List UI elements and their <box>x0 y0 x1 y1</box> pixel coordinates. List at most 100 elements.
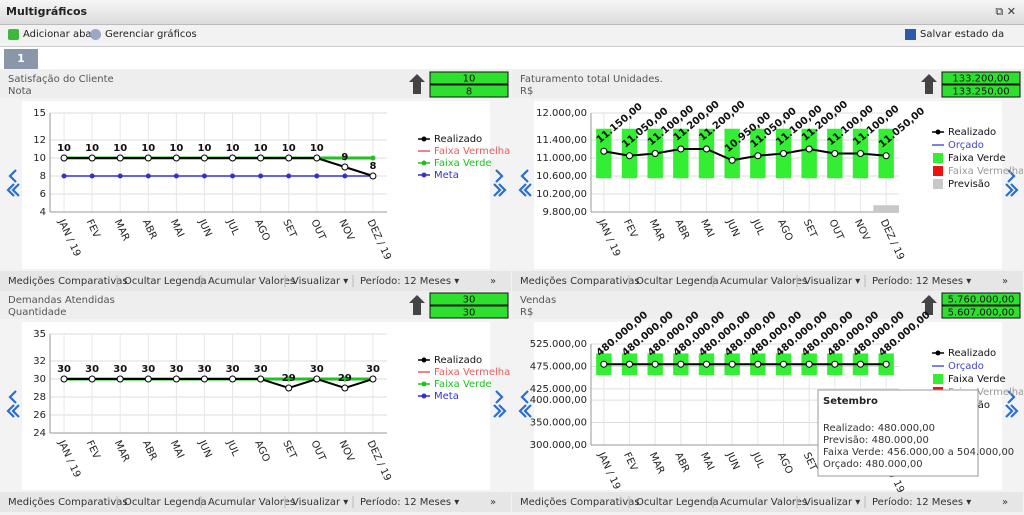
legend-label[interactable]: Orçado <box>948 140 984 151</box>
trend-arrow <box>409 295 425 315</box>
menu-item[interactable]: Medições Comparativas <box>520 497 640 508</box>
menu-item[interactable]: Ocultar Legenda <box>636 276 719 287</box>
legend-swatch <box>933 166 943 176</box>
series-point <box>342 376 348 382</box>
legend-label[interactable]: Faixa Verde <box>434 379 492 390</box>
add-tab-button[interactable]: Adicionar aba <box>23 29 92 40</box>
legend-label[interactable]: Faixa Verde <box>434 158 492 169</box>
indicator-value: 133.250,00 <box>952 87 1009 98</box>
legend-label[interactable]: Faixa Vermelha <box>948 387 1023 398</box>
data-label: 29 <box>338 373 352 384</box>
legend-label[interactable]: Realizado <box>434 355 482 366</box>
menu-item[interactable]: Acumular Valores <box>208 497 295 508</box>
menu-item[interactable]: Período: 12 Meses ▾ <box>360 496 459 508</box>
menu-item[interactable]: » <box>490 276 496 287</box>
point <box>600 360 608 368</box>
menu-item[interactable]: Visualizar ▾ <box>292 276 348 287</box>
point <box>831 360 839 368</box>
panel-title: Vendas <box>520 295 556 306</box>
y-tick-label: 6 <box>40 189 46 200</box>
nav-chevron[interactable] <box>1005 183 1019 197</box>
indicator-value: 133.200,00 <box>952 74 1009 85</box>
menu-item[interactable]: Ocultar Legenda <box>124 276 207 287</box>
legend-label[interactable]: Faixa Verde <box>948 153 1006 164</box>
menu-item[interactable]: Visualizar ▾ <box>804 497 860 508</box>
nav-chevron[interactable] <box>8 169 17 183</box>
menu-item[interactable]: Ocultar Legenda <box>124 497 207 508</box>
toolbar: Adicionar aba Gerenciar gráficos Salvar … <box>0 25 1024 60</box>
point <box>144 375 152 383</box>
nav-chevron[interactable] <box>520 390 529 404</box>
menu-item[interactable]: » <box>1002 497 1008 508</box>
menu-item[interactable]: Acumular Valores <box>208 276 295 287</box>
legend-dot <box>421 136 427 142</box>
point <box>116 154 124 162</box>
panel-header <box>512 291 1023 319</box>
y-tick-label: 26 <box>33 410 46 421</box>
legend-label[interactable]: Meta <box>434 391 459 402</box>
nav-chevron[interactable] <box>495 390 504 404</box>
menu-item[interactable]: Ocultar Legenda <box>636 497 719 508</box>
nav-chevron[interactable] <box>1007 390 1016 404</box>
menu-item[interactable]: » <box>1002 276 1008 287</box>
nav-chevron[interactable] <box>518 404 532 418</box>
legend-label[interactable]: Faixa Vermelha <box>948 166 1023 177</box>
point <box>677 360 685 368</box>
point <box>677 145 685 153</box>
series-point <box>286 173 292 179</box>
menu-item[interactable]: Medições Comparativas <box>8 497 128 508</box>
legend-label[interactable]: Realizado <box>948 127 996 138</box>
nav-chevron[interactable] <box>520 169 529 183</box>
nav-chevron[interactable] <box>8 390 17 404</box>
plot-bg <box>534 101 1002 269</box>
menu-item[interactable]: Medições Comparativas <box>8 276 128 287</box>
menu-item[interactable]: » <box>490 497 496 508</box>
point <box>257 375 265 383</box>
data-label: 10 <box>141 143 155 154</box>
realizado-line <box>64 157 374 177</box>
series-point <box>342 173 348 179</box>
point <box>285 154 293 162</box>
nav-chevron[interactable] <box>6 404 20 418</box>
menu-item[interactable]: Acumular Valores <box>720 497 807 508</box>
legend-label[interactable]: Orçado <box>948 361 984 372</box>
legend-label[interactable]: Realizado <box>434 134 482 145</box>
legend-label[interactable]: Faixa Vermelha <box>434 146 510 157</box>
tab[interactable]: 1 <box>4 49 38 69</box>
nav-chevron[interactable] <box>1005 404 1019 418</box>
window-controls[interactable]: ⧉ ✕ <box>995 5 1016 18</box>
menu-item[interactable]: Visualizar ▾ <box>804 276 860 287</box>
legend-label[interactable]: Realizado <box>948 348 996 359</box>
legend-label[interactable]: Faixa Verde <box>948 374 1006 385</box>
y-tick-label: 35 <box>33 329 46 340</box>
indicator-box <box>429 71 509 85</box>
point <box>88 375 96 383</box>
legend-label[interactable]: Faixa Vermelha <box>434 367 510 378</box>
menu-item[interactable]: Período: 12 Meses ▾ <box>360 275 459 287</box>
legend-label[interactable]: Meta <box>434 170 459 181</box>
panel-unit: Nota <box>8 86 32 97</box>
nav-chevron[interactable] <box>495 169 504 183</box>
manage-button[interactable]: Gerenciar gráficos <box>105 29 197 40</box>
nav-chevron[interactable] <box>493 183 507 197</box>
menu-bar <box>512 271 1023 291</box>
menu-item[interactable]: Medições Comparativas <box>520 276 640 287</box>
point <box>626 360 633 368</box>
menu-item[interactable]: Período: 12 Meses ▾ <box>872 275 971 287</box>
panel-unit: R$ <box>520 86 533 97</box>
menu-item[interactable]: Visualizar ▾ <box>292 497 348 508</box>
menu-item[interactable]: Acumular Valores <box>720 276 807 287</box>
nav-chevron[interactable] <box>6 183 20 197</box>
point <box>728 156 736 164</box>
menu-item[interactable]: Período: 12 Meses ▾ <box>872 496 971 508</box>
nav-chevron[interactable] <box>493 404 507 418</box>
add-icon <box>8 29 19 40</box>
y-tick-label: 30 <box>33 374 46 385</box>
data-label: 10 <box>197 143 211 154</box>
y-tick-label: 300.000,00 <box>530 440 587 451</box>
nav-chevron[interactable] <box>518 183 532 197</box>
legend-label[interactable]: Previsão <box>948 179 990 190</box>
nav-chevron[interactable] <box>1007 169 1016 183</box>
series-point <box>173 173 179 179</box>
trend-arrow <box>921 295 937 315</box>
